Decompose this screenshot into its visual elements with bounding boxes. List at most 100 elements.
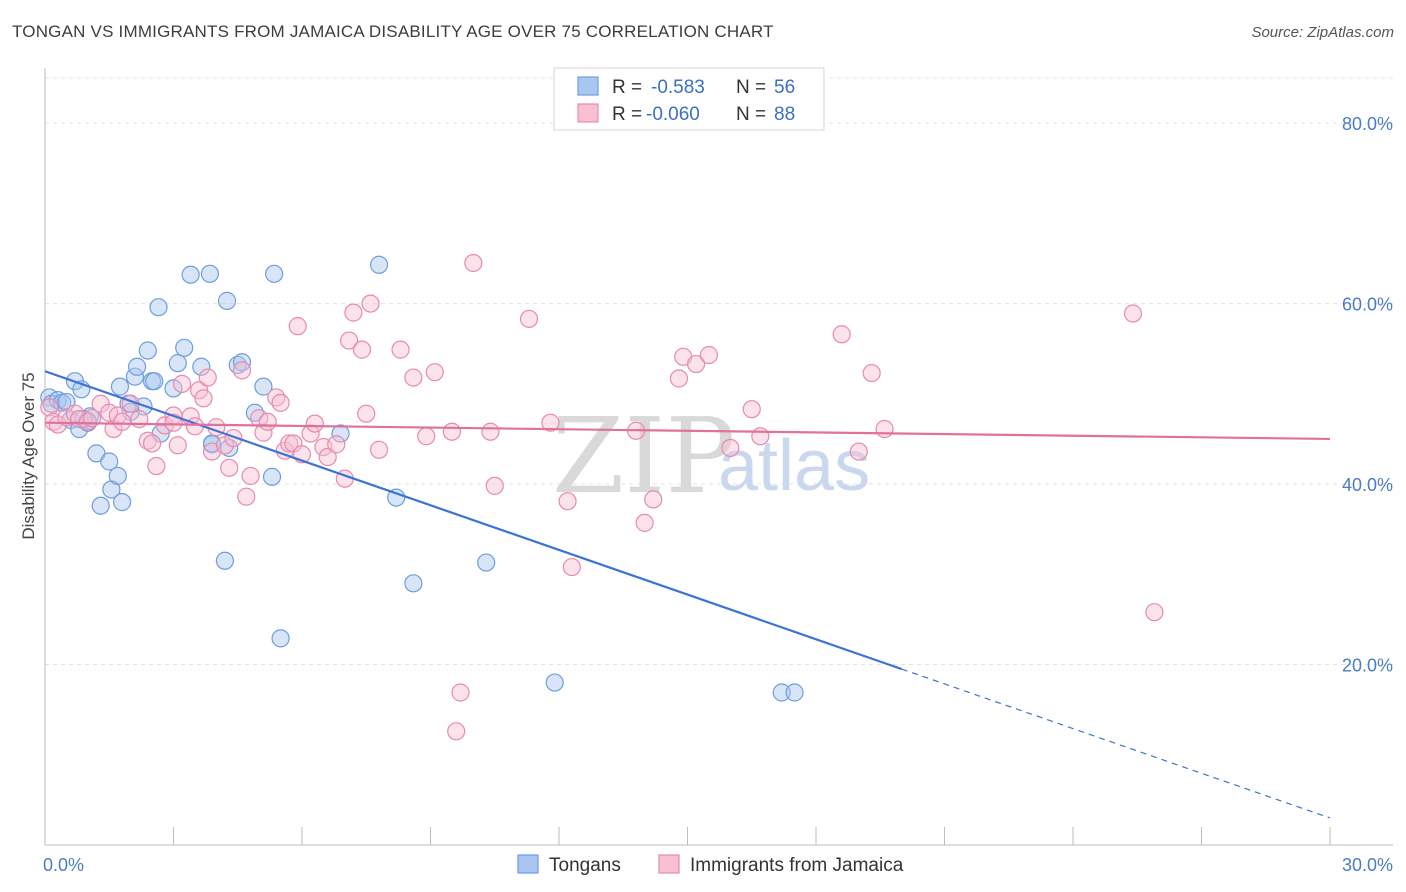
point-series1-34 <box>241 466 260 486</box>
point-series1-73 <box>669 369 689 388</box>
point-series1-26 <box>198 368 217 387</box>
point-series1-85 <box>1145 603 1164 622</box>
y-tick-label-2: 60.0% <box>1342 295 1393 315</box>
point-series1-0 <box>40 398 59 417</box>
point-series0-24 <box>145 372 164 391</box>
x-tick-labels: 0.0% 30.0% <box>43 855 1393 875</box>
point-series0-15 <box>108 466 127 486</box>
legend-box: R = -0.583 N = 56 R = -0.060 N = 88 <box>553 67 825 131</box>
point-series1-67 <box>541 413 560 432</box>
point-series0-28 <box>168 354 187 373</box>
point-series1-78 <box>742 400 761 419</box>
point-series1-66 <box>519 309 539 329</box>
y-axis-label: Disability Age Over 75 <box>19 372 38 539</box>
source-label: Source: ZipAtlas.com <box>1251 24 1394 41</box>
point-series0-13 <box>100 452 119 471</box>
bottom-legend-swatch-tongans <box>517 854 539 874</box>
point-series1-46 <box>305 414 324 433</box>
point-series1-30 <box>220 458 239 477</box>
point-series1-36 <box>254 423 273 442</box>
point-series0-20 <box>127 357 147 376</box>
point-series0-44 <box>370 255 389 274</box>
point-series0-45 <box>387 488 406 507</box>
point-series1-52 <box>344 303 363 322</box>
point-series1-49 <box>327 435 346 454</box>
point-series1-57 <box>391 340 410 359</box>
point-series0-16 <box>112 493 132 512</box>
point-series0-43 <box>331 424 350 443</box>
point-series1-51 <box>340 331 359 350</box>
point-series1-62 <box>451 683 470 702</box>
legend-n-label-1: N = <box>736 77 766 98</box>
point-series0-27 <box>164 379 183 398</box>
point-series1-54 <box>357 404 376 423</box>
point-series1-43 <box>288 317 307 336</box>
point-series0-25 <box>149 298 168 317</box>
point-series1-65 <box>485 476 504 495</box>
point-series0-50 <box>785 683 804 702</box>
point-series1-64 <box>481 422 500 441</box>
legend-swatch-tongans <box>577 76 599 96</box>
point-series1-33 <box>237 487 256 506</box>
point-series1-83 <box>875 419 894 439</box>
point-series1-31 <box>224 428 243 448</box>
trend-line-series1 <box>44 421 1331 441</box>
point-series0-35 <box>217 291 237 310</box>
point-series1-56 <box>370 440 389 459</box>
point-series0-41 <box>265 264 284 283</box>
point-series1-53 <box>352 340 372 359</box>
y-tick-label-0: 20.0% <box>1342 656 1393 676</box>
trend-lines <box>44 370 1331 819</box>
bottom-legend-label-jamaica: Immigrants from Jamaica <box>690 855 904 876</box>
point-series1-86 <box>447 722 466 741</box>
legend-r-label-2: R = <box>612 104 642 125</box>
point-series1-84 <box>1123 304 1143 323</box>
point-series1-80 <box>832 325 851 344</box>
bottom-legend-swatch-jamaica <box>658 854 680 874</box>
point-series1-20 <box>168 436 187 455</box>
point-series1-76 <box>699 345 719 365</box>
legend-n-value-2: 88 <box>774 104 795 125</box>
point-series1-37 <box>258 412 277 431</box>
point-series1-72 <box>644 490 663 509</box>
point-series1-55 <box>361 294 380 313</box>
point-series1-25 <box>194 389 213 408</box>
point-series1-60 <box>425 363 444 382</box>
point-series1-58 <box>404 368 423 387</box>
point-series0-17 <box>110 377 130 396</box>
point-series0-34 <box>215 551 234 570</box>
point-series1-16 <box>142 434 162 453</box>
point-series1-61 <box>442 422 462 441</box>
point-series0-30 <box>181 265 200 284</box>
point-series1-77 <box>721 438 740 458</box>
trend-extension-series0 <box>901 668 1331 819</box>
chart-title: TONGAN VS IMMIGRANTS FROM JAMAICA DISABI… <box>12 22 774 41</box>
trend-line-series0 <box>44 370 903 671</box>
point-series0-47 <box>477 553 496 572</box>
point-series1-82 <box>862 363 881 383</box>
bottom-legend-label-tongans: Tongans <box>549 855 621 876</box>
point-series1-68 <box>558 492 577 511</box>
point-series1-41 <box>280 434 299 453</box>
watermark-atlas: atlas <box>718 426 870 506</box>
legend-r-value-1: -0.583 <box>651 77 705 98</box>
x-tick-label-0: 0.0% <box>43 855 84 875</box>
point-series1-21 <box>172 374 192 393</box>
point-series1-12 <box>112 412 132 431</box>
y-tick-labels: 20.0% 40.0% 60.0% 80.0% <box>1342 114 1393 675</box>
point-series0-42 <box>271 629 290 648</box>
y-tick-label-1: 40.0% <box>1342 475 1393 495</box>
point-series0-12 <box>91 496 110 515</box>
legend-r-label-1: R = <box>612 77 642 98</box>
point-series1-81 <box>849 442 868 461</box>
point-series1-79 <box>751 427 770 446</box>
point-series0-32 <box>200 264 220 283</box>
bottom-legend: Tongans Immigrants from Jamaica <box>517 854 904 876</box>
point-series0-40 <box>262 467 282 486</box>
x-tick-label-1: 30.0% <box>1342 855 1393 875</box>
point-series0-31 <box>192 357 211 376</box>
point-series1-17 <box>147 456 166 476</box>
point-series0-11 <box>87 444 106 463</box>
point-series0-39 <box>254 377 273 396</box>
